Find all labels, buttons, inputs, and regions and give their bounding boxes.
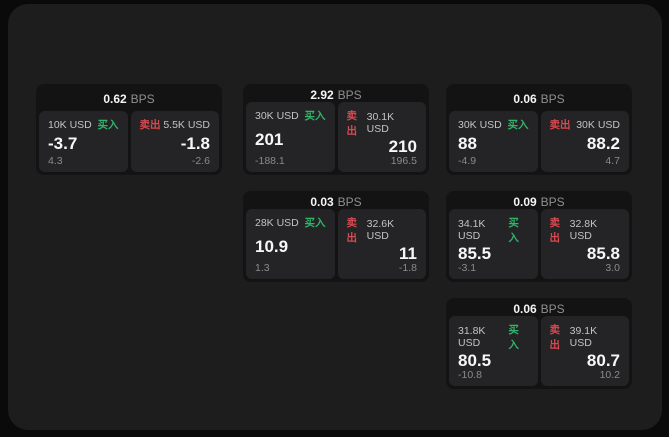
buy-delta: -188.1 xyxy=(255,155,285,167)
bps-unit: BPS xyxy=(337,194,362,209)
quote-card: 0.06 BPS 30K USD 买入 88 -4.9 卖出 30K USD 8… xyxy=(446,84,632,175)
sell-panel[interactable]: 卖出 32.8K USD 85.8 3.0 xyxy=(540,209,629,279)
sell-label: 卖出 xyxy=(139,119,161,131)
bps-value: 0.03 xyxy=(310,194,334,209)
sell-price: -1.8 xyxy=(180,134,210,153)
sell-label: 卖出 xyxy=(346,110,358,137)
buy-panel[interactable]: 28K USD 买入 10.9 1.3 xyxy=(246,209,335,279)
sell-panel[interactable]: 卖出 5.5K USD -1.8 -2.6 xyxy=(130,111,219,172)
sell-delta: -1.8 xyxy=(398,262,417,274)
buy-price: 201 xyxy=(255,129,284,149)
buy-label: 买入 xyxy=(97,119,119,131)
sell-panel[interactable]: 卖出 30K USD 88.2 4.7 xyxy=(540,111,629,172)
sell-label: 卖出 xyxy=(549,324,561,351)
bps-value: 2.92 xyxy=(310,87,334,102)
sell-price: 88.2 xyxy=(586,134,620,153)
sell-amount: 32.8K USD xyxy=(569,218,598,242)
card-header: 0.09 BPS xyxy=(449,194,629,209)
quote-card: 0.62 BPS 10K USD 买入 -3.7 4.3 卖出 5.5K USD… xyxy=(36,84,222,175)
buy-panel[interactable]: 31.8K USD 买入 80.5 -10.8 xyxy=(449,316,538,386)
sell-delta: -2.6 xyxy=(191,155,210,167)
buy-panel[interactable]: 10K USD 买入 -3.7 4.3 xyxy=(39,111,128,172)
sell-panel[interactable]: 卖出 32.6K USD 11 -1.8 xyxy=(337,209,426,279)
sell-price: 85.8 xyxy=(586,244,620,263)
sell-delta: 196.5 xyxy=(390,155,417,167)
buy-price: 80.5 xyxy=(458,351,492,370)
card-header: 0.06 BPS xyxy=(449,301,629,316)
sell-amount: 30K USD xyxy=(576,118,620,131)
bps-unit: BPS xyxy=(337,87,362,102)
sell-price: 80.7 xyxy=(586,351,620,370)
buy-amount: 31.8K USD xyxy=(458,325,486,349)
quote-card: 0.09 BPS 34.1K USD 买入 85.5 -3.1 卖出 32.8K… xyxy=(446,191,632,282)
bps-value: 0.09 xyxy=(513,194,537,209)
buy-price: 88 xyxy=(458,134,477,153)
buy-delta: -4.9 xyxy=(458,155,477,167)
card-header: 0.06 BPS xyxy=(449,87,629,111)
buy-delta: -3.1 xyxy=(458,262,477,274)
buy-amount: 30K USD xyxy=(255,109,299,122)
sell-label: 卖出 xyxy=(549,119,571,131)
bps-unit: BPS xyxy=(130,92,155,106)
buy-label: 买入 xyxy=(508,324,519,351)
buy-amount: 10K USD xyxy=(48,118,92,131)
buy-price: 10.9 xyxy=(255,236,289,256)
card-header: 2.92 BPS xyxy=(246,87,426,102)
buy-delta: 1.3 xyxy=(255,262,270,274)
sell-amount: 32.6K USD xyxy=(366,218,395,242)
buy-panel[interactable]: 30K USD 买入 201 -188.1 xyxy=(246,102,335,172)
buy-label: 买入 xyxy=(508,217,519,244)
sell-panel[interactable]: 卖出 30.1K USD 210 196.5 xyxy=(337,102,426,172)
bps-value: 0.62 xyxy=(103,92,127,106)
quote-card: 2.92 BPS 30K USD 买入 201 -188.1 卖出 30.1K … xyxy=(243,84,429,175)
buy-label: 买入 xyxy=(507,119,529,131)
buy-panel[interactable]: 34.1K USD 买入 85.5 -3.1 xyxy=(449,209,538,279)
sell-label: 卖出 xyxy=(346,217,358,244)
bps-unit: BPS xyxy=(540,194,565,209)
sell-delta: 3.0 xyxy=(605,262,620,274)
buy-label: 买入 xyxy=(304,110,326,122)
card-header: 0.03 BPS xyxy=(246,194,426,209)
buy-price: 85.5 xyxy=(458,244,492,263)
buy-amount: 30K USD xyxy=(458,118,502,131)
sell-panel[interactable]: 卖出 39.1K USD 80.7 10.2 xyxy=(540,316,629,386)
buy-amount: 34.1K USD xyxy=(458,218,486,242)
quote-card: 0.06 BPS 31.8K USD 买入 80.5 -10.8 卖出 39.1… xyxy=(446,298,632,389)
sell-amount: 5.5K USD xyxy=(163,118,210,131)
buy-panel[interactable]: 30K USD 买入 88 -4.9 xyxy=(449,111,538,172)
buy-label: 买入 xyxy=(304,217,326,229)
bps-unit: BPS xyxy=(540,92,565,106)
quote-card: 0.03 BPS 28K USD 买入 10.9 1.3 卖出 32.6K US… xyxy=(243,191,429,282)
sell-delta: 4.7 xyxy=(605,155,620,167)
sell-delta: 10.2 xyxy=(599,369,620,381)
buy-price: -3.7 xyxy=(48,134,78,153)
sell-price: 11 xyxy=(399,244,417,263)
bps-unit: BPS xyxy=(540,301,565,316)
sell-price: 210 xyxy=(388,137,417,156)
bps-value: 0.06 xyxy=(513,92,537,106)
buy-amount: 28K USD xyxy=(255,216,299,229)
sell-amount: 30.1K USD xyxy=(366,111,395,135)
sell-amount: 39.1K USD xyxy=(569,325,598,349)
sell-label: 卖出 xyxy=(549,217,561,244)
buy-delta: 4.3 xyxy=(48,155,63,167)
card-header: 0.62 BPS xyxy=(39,87,219,111)
bps-value: 0.06 xyxy=(513,301,537,316)
buy-delta: -10.8 xyxy=(458,369,482,381)
